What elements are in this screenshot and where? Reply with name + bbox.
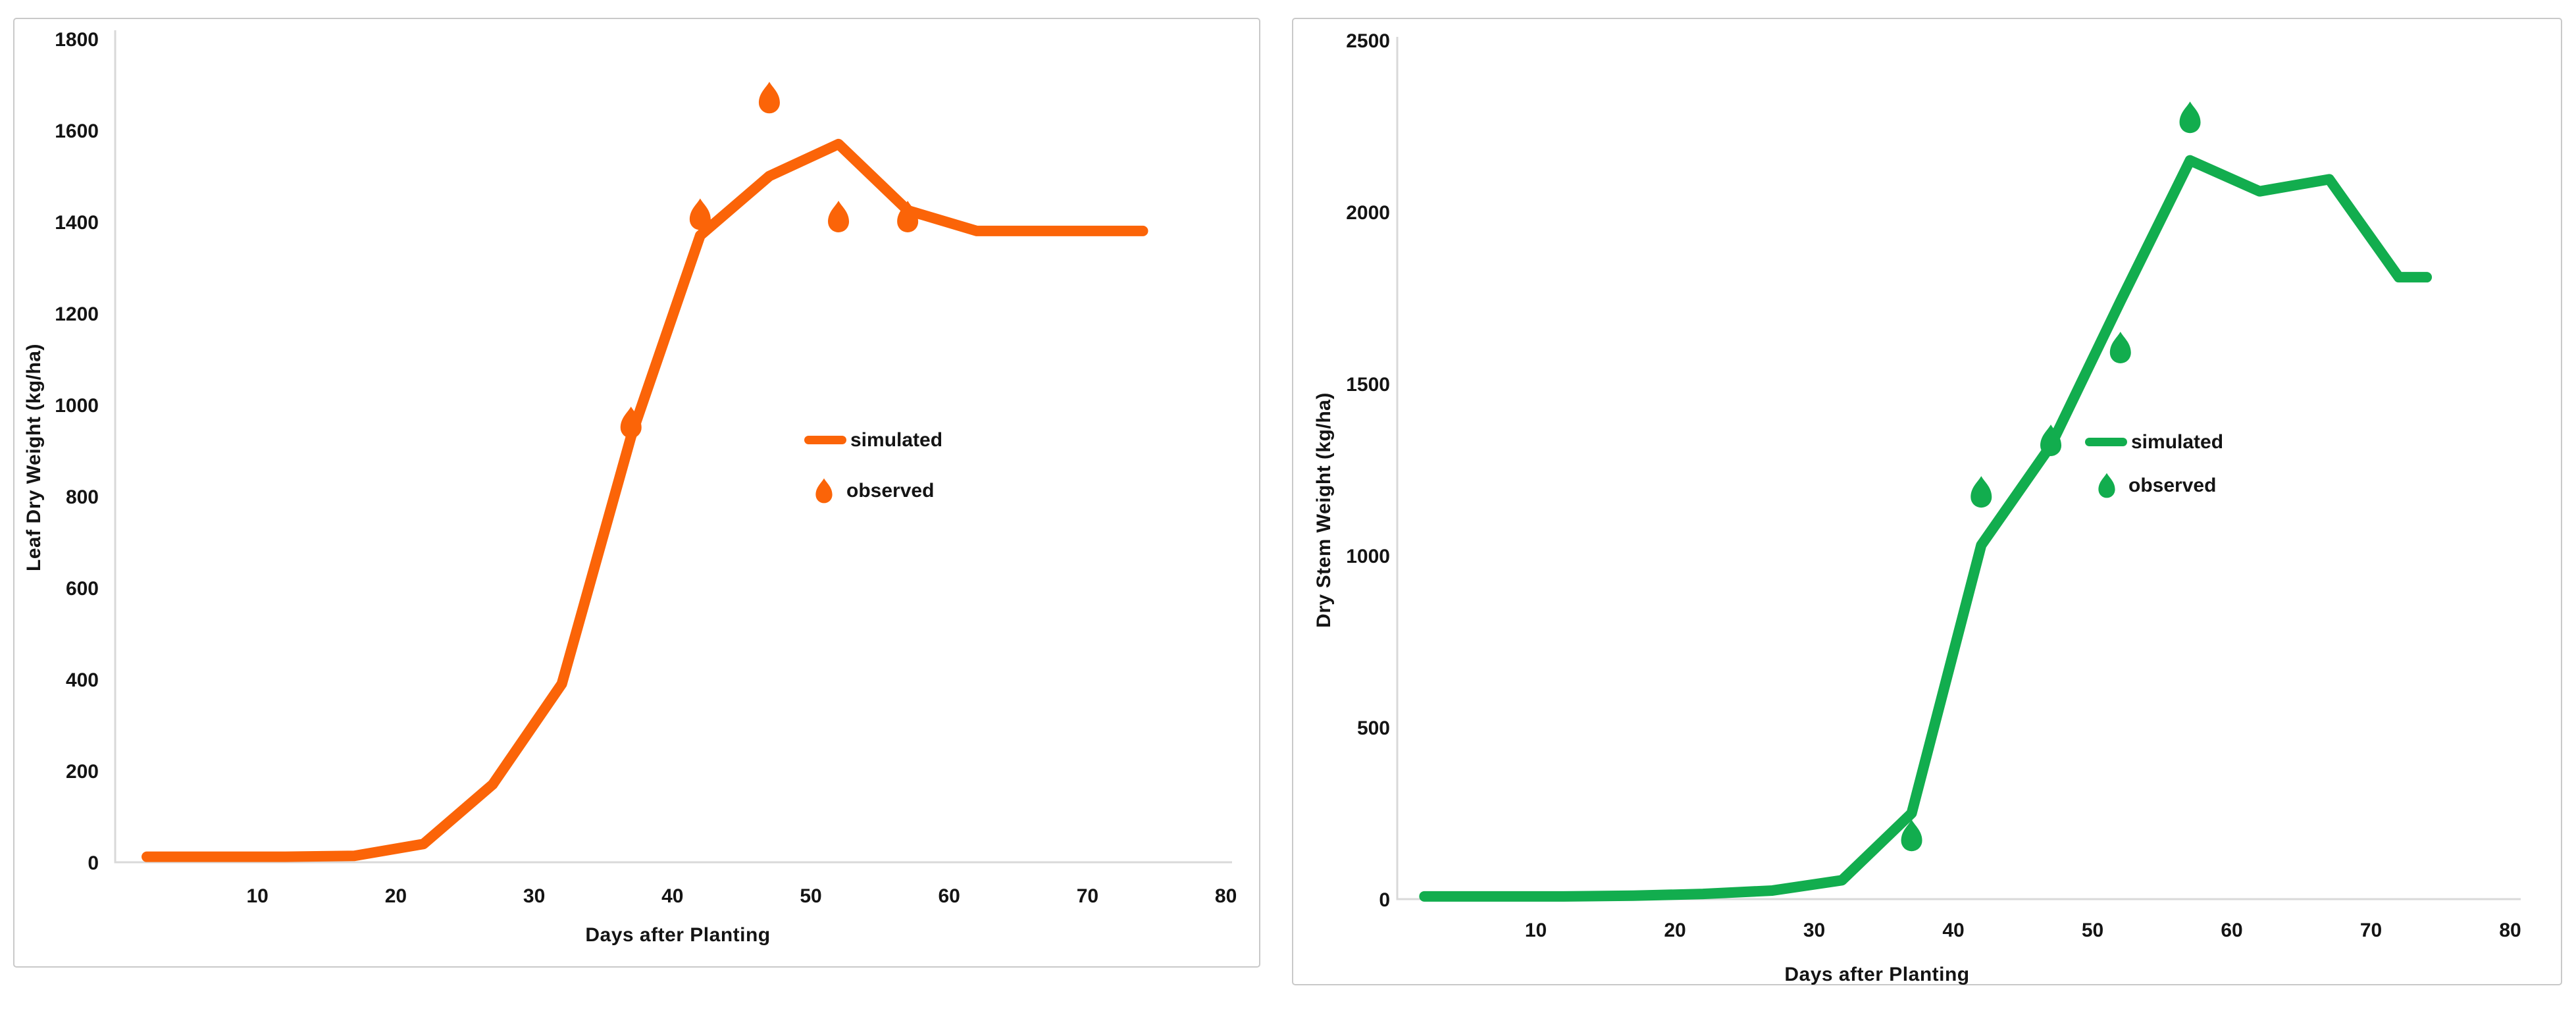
x-tick-label: 30 — [1803, 920, 1825, 941]
left-y-axis-title: Leaf Dry Weight (kg/ha) — [23, 344, 45, 571]
leaf-dry-weight-chart: 0 200 400 600 800 1000 1200 1400 1600 1800 10 20 30 4… — [55, 29, 1237, 907]
x-tick-label: 70 — [1077, 885, 1098, 907]
y-tick-label: 200 — [66, 761, 99, 783]
y-tick-label: 600 — [66, 578, 99, 600]
x-tick-label: 20 — [385, 885, 407, 907]
observed-point-marker — [2109, 332, 2131, 364]
y-tick-label: 1000 — [1346, 546, 1390, 567]
y-tick-label: 2500 — [1346, 30, 1390, 52]
x-tick-label: 20 — [1664, 920, 1686, 941]
observed-point-marker — [2040, 424, 2062, 456]
y-tick-label: 0 — [88, 852, 99, 874]
simulated-line — [1419, 155, 2433, 902]
legend-observed-label: observed — [846, 480, 935, 502]
dry-stem-weight-chart: 0 500 1000 1500 2000 2500 10 20 30 40 50 60 70 80 — [1346, 30, 2521, 941]
left-x-axis-title: Days after Planting — [585, 924, 771, 946]
x-tick-label: 80 — [1215, 885, 1237, 907]
right-x-axis-title: Days after Planting — [1784, 964, 1970, 985]
observed-drop-swatch-icon — [2098, 473, 2115, 498]
legend-observed-label: observed — [2128, 475, 2217, 496]
observed-point-marker — [1971, 476, 1992, 508]
observed-point-marker — [689, 198, 711, 230]
x-tick-label: 40 — [1942, 920, 1964, 941]
x-tick-label: 10 — [1525, 920, 1547, 941]
x-tick-label: 40 — [661, 885, 683, 907]
y-tick-label: 0 — [1379, 889, 1390, 911]
observed-point-marker — [828, 201, 850, 232]
x-tick-label: 10 — [247, 885, 269, 907]
legend-simulated-label: simulated — [2131, 431, 2224, 453]
simulated-line — [142, 138, 1148, 862]
observed-point-marker — [2179, 101, 2201, 134]
y-tick-label: 800 — [66, 486, 99, 508]
y-tick-label: 1500 — [1346, 374, 1390, 396]
y-tick-label: 1400 — [55, 212, 99, 234]
simulated-line-swatch-icon — [804, 436, 846, 444]
observed-point-marker — [1901, 819, 1922, 852]
x-tick-label: 50 — [800, 885, 821, 907]
x-tick-label: 60 — [2221, 920, 2242, 941]
x-tick-label: 70 — [2360, 920, 2382, 941]
y-tick-label: 500 — [1357, 717, 1390, 739]
x-tick-label: 30 — [523, 885, 545, 907]
observed-point-marker — [758, 82, 780, 114]
y-tick-label: 2000 — [1346, 202, 1390, 224]
x-tick-label: 80 — [2499, 920, 2521, 941]
observed-point-marker — [897, 201, 919, 232]
y-tick-label: 1800 — [55, 29, 99, 51]
x-tick-label: 50 — [2082, 920, 2103, 941]
axis-lines — [114, 30, 1232, 864]
y-tick-label: 1000 — [55, 395, 99, 417]
simulated-line-swatch-icon — [2085, 438, 2127, 446]
right-y-axis-title: Dry Stem Weight (kg/ha) — [1313, 392, 1335, 628]
y-tick-label: 1200 — [55, 303, 99, 325]
y-tick-label: 1600 — [55, 120, 99, 142]
axis-lines — [1396, 37, 2521, 900]
legend-simulated-label: simulated — [850, 429, 943, 451]
y-tick-label: 400 — [66, 669, 99, 691]
x-tick-label: 60 — [939, 885, 960, 907]
observed-point-marker — [620, 406, 642, 438]
observed-drop-swatch-icon — [815, 478, 833, 504]
left-chart-panel — [13, 18, 1260, 968]
right-chart-panel — [1292, 18, 2562, 985]
